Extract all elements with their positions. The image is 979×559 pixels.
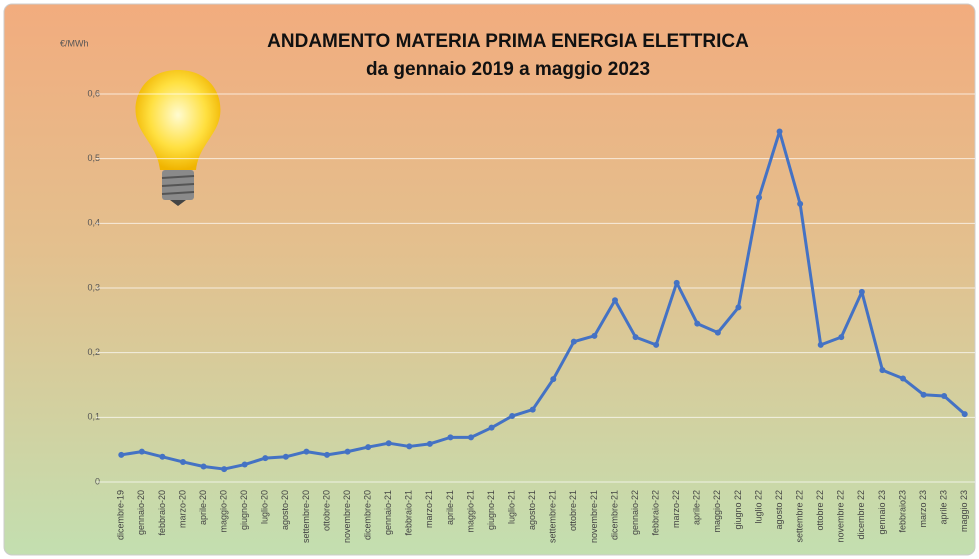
data-point [489,425,495,431]
x-tick-label: giugno-20 [239,490,249,530]
data-point [859,289,865,295]
x-tick-label: aprile-22 [692,490,702,525]
x-tick-label: febbraio-22 [651,490,661,536]
x-tick-label: marzo-20 [177,490,187,528]
x-tick-label: settembre-20 [301,490,311,543]
x-tick-label: gennaio-21 [383,490,393,535]
data-point [386,440,392,446]
data-point [468,434,474,440]
x-tick-label: agosto 22 [774,490,784,530]
data-point [159,454,165,460]
y-axis-label: €/MWh [60,38,89,48]
x-tick-label: dicembre-21 [609,490,619,540]
data-point [941,393,947,399]
x-tick-label: dicembre 22 [856,490,866,540]
x-tick-label: agosto-21 [527,490,537,530]
y-tick-label: 0,1 [87,412,100,422]
data-point [221,466,227,472]
data-point [303,449,309,455]
data-point [756,194,762,200]
data-point [838,334,844,340]
data-point [900,376,906,382]
x-tick-label: marzo 23 [918,490,928,528]
data-point [797,201,803,207]
x-tick-label: gennaio 23 [877,490,887,535]
x-tick-label: marzo-22 [671,490,681,528]
data-point [406,443,412,449]
data-point [818,342,824,348]
data-point [921,392,927,398]
data-point [777,129,783,135]
x-tick-label: settembre 22 [795,490,805,543]
data-point [633,334,639,340]
data-point [735,304,741,310]
page: ANDAMENTO MATERIA PRIMA ENERGIA ELETTRIC… [0,0,979,559]
x-tick-label: giugno-21 [486,490,496,530]
x-tick-label: luglio-21 [507,490,517,524]
data-point [118,452,124,458]
x-tick-label: dicembre-20 [363,490,373,540]
data-point [365,444,371,450]
y-tick-label: 0,6 [87,88,100,98]
x-tick-label: novembre-20 [342,490,352,543]
x-tick-label: ottobre-21 [568,490,578,531]
data-point [653,342,659,348]
x-tick-label: giugno 22 [733,490,743,530]
x-tick-label: ottobre 22 [815,490,825,531]
x-tick-label: novembre 22 [836,490,846,543]
x-tick-label: maggio-20 [219,490,229,533]
x-tick-label: luglio-20 [260,490,270,524]
chart: ANDAMENTO MATERIA PRIMA ENERGIA ELETTRIC… [0,0,979,559]
data-point [180,459,186,465]
data-point [715,330,721,336]
data-point [550,376,556,382]
x-tick-label: gennaio-20 [136,490,146,535]
x-tick-label: luglio 22 [753,490,763,524]
x-tick-label: febbraio23 [897,490,907,533]
chart-subtitle: da gennaio 2019 a maggio 2023 [366,59,650,80]
x-tick-label: agosto-20 [280,490,290,530]
data-point [139,449,145,455]
x-tick-label: aprile 23 [939,490,949,525]
data-point [530,407,536,413]
data-point [283,454,289,460]
data-point [345,449,351,455]
data-point [201,463,207,469]
x-tick-label: febbraio-20 [157,490,167,536]
y-tick-label: 0,4 [87,218,100,228]
data-point [591,333,597,339]
x-tick-label: maggio 23 [959,490,969,532]
y-tick-label: 0 [95,476,100,486]
data-point [447,434,453,440]
data-point [324,452,330,458]
y-tick-label: 0,3 [87,282,100,292]
x-tick-label: novembre-21 [589,490,599,543]
x-tick-label: maggio-21 [465,490,475,533]
x-tick-label: ottobre-20 [321,490,331,531]
data-point [242,462,248,468]
x-tick-label: aprile-20 [198,490,208,525]
data-point [612,297,618,303]
data-point [509,413,515,419]
data-point [879,367,885,373]
y-tick-label: 0,2 [87,347,100,357]
x-tick-label: marzo-21 [424,490,434,528]
y-tick-label: 0,5 [87,153,100,163]
x-tick-label: settembre-21 [548,490,558,543]
data-point [674,280,680,286]
x-tick-label: maggio-22 [712,490,722,533]
data-point [427,441,433,447]
data-point [571,339,577,345]
data-point [694,321,700,327]
data-point [962,411,968,417]
x-tick-label: dicembre-19 [116,490,126,540]
data-point [262,455,268,461]
x-tick-label: gennaio-22 [630,490,640,535]
chart-title: ANDAMENTO MATERIA PRIMA ENERGIA ELETTRIC… [267,31,749,52]
x-tick-label: febbraio-21 [404,490,414,536]
x-tick-label: aprile-21 [445,490,455,525]
